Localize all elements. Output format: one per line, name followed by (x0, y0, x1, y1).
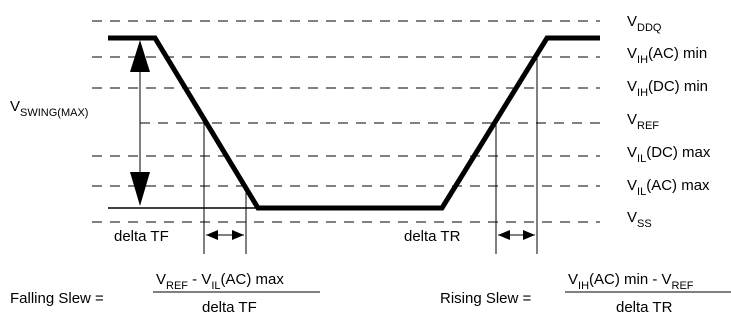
delta-tf-arrow (206, 230, 244, 240)
vref-label: VREF (627, 111, 659, 132)
falling-slew-numerator: VREF - VIL(AC) max (156, 271, 284, 292)
vswing-label: VSWING(MAX) (10, 98, 88, 119)
vil-dc-label: VIL(DC) max (627, 144, 711, 165)
rising-slew-numerator: VIH(AC) min - VREF (568, 271, 694, 292)
vss-label: VSS (627, 209, 652, 230)
vih-dc-label: VIH(DC) min (627, 78, 708, 99)
falling-slew-denominator: delta TF (202, 299, 257, 316)
vddq-label: VDDQ (627, 13, 662, 34)
rising-slew-label: Rising Slew = (440, 290, 532, 307)
delta-tr-arrow (498, 230, 535, 240)
vih-ac-label: VIH(AC) min (627, 45, 707, 66)
vil-ac-label: VIL(AC) max (627, 177, 710, 198)
vswing-arrow (130, 40, 150, 206)
rising-slew-denominator: delta TR (616, 299, 673, 316)
falling-slew-label: Falling Slew = (10, 290, 104, 307)
signal-waveform (108, 35, 600, 211)
delta-tr-label: delta TR (404, 228, 461, 245)
delta-tf-label: delta TF (114, 228, 169, 245)
